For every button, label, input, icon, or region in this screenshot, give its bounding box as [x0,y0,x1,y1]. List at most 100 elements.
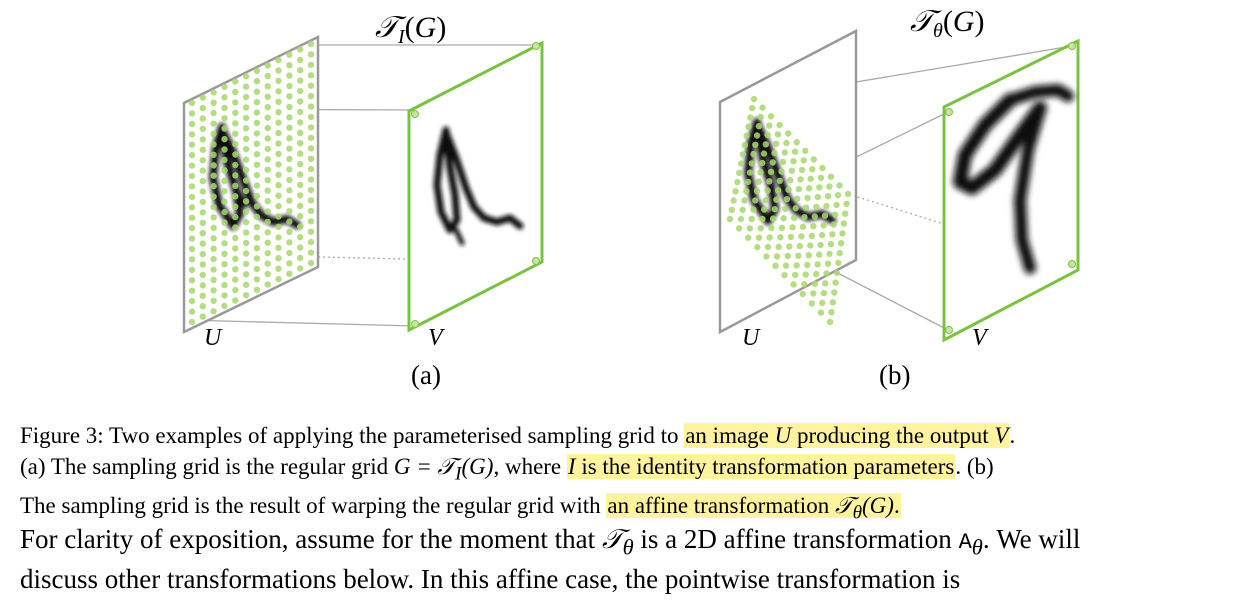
grid-point [811,280,818,287]
grid-point [275,88,282,95]
grid-point [264,93,271,100]
grid-point [782,205,789,212]
grid-point [210,109,217,117]
grid-point [297,202,304,209]
grid-point [307,51,315,58]
grid-point [730,197,737,204]
grid-point [798,233,805,240]
grid-point [734,178,741,186]
grid-point [232,213,239,221]
grid-point [286,249,293,257]
grid-point [188,183,196,190]
grid-point [188,120,196,128]
panel-b-output-label: V [972,325,989,351]
grid-point [750,95,758,103]
grid-point [253,244,261,252]
grid-point [297,56,304,63]
grid-point [286,187,293,194]
grid-point [221,188,228,195]
sampling-grid-warped [726,95,852,326]
grid-point [755,178,762,185]
grid-point [242,239,250,247]
grid-point [297,192,304,199]
grid-point [823,202,830,210]
grid-point [818,231,826,239]
grid-point [242,156,250,163]
grid-point [232,255,239,262]
grid-point [242,146,250,153]
grid-point [836,249,843,257]
grid-point [264,187,271,194]
grid-point [275,202,282,210]
grid-point [221,240,228,247]
grid-point [264,145,271,153]
grid-point [794,195,801,202]
grid-point [823,270,830,277]
grid-point [783,139,790,147]
grid-point [275,98,282,106]
grid-point [767,113,775,120]
grid-point [210,162,217,169]
grid-point [793,262,800,269]
grid-point [275,109,282,116]
figure-3-diagram: 𝒯I(G) U V 𝒯θ(G) U V (a) (b) [182,5,1080,390]
grid-point [297,181,304,189]
grid-point [188,172,196,180]
grid-point [307,72,315,79]
body-line-1: For clarity of exposition, assume for th… [20,524,1081,560]
grid-point [275,265,282,272]
grid-point [297,265,304,272]
grid-point [832,279,839,286]
grid-point [199,167,206,174]
grid-point [232,161,239,169]
grid-point [766,122,773,129]
grid-point [728,206,735,213]
grid-point [232,276,239,283]
grid-point [221,198,228,205]
grid-point [747,114,754,121]
grid-point [307,145,315,152]
grid-point [232,99,239,106]
grid-point [264,124,271,132]
grid-point [826,250,833,258]
grid-point [210,89,217,96]
grid-point [232,182,239,189]
grid-point [199,94,206,101]
grid-point [804,261,811,269]
grid-point [764,187,771,194]
grid-point [253,171,261,179]
grid-point [286,228,293,236]
panel-a-output-label: V [428,325,445,351]
grid-point [790,158,797,165]
grid-point [297,129,304,136]
grid-point [776,121,783,129]
grid-point [188,266,196,274]
grid-point [242,260,250,268]
grid-point [188,297,196,305]
body-paragraph: For clarity of exposition, assume for th… [20,523,1235,596]
grid-point [275,244,282,251]
grid-point [275,171,282,178]
grid-point [264,72,271,80]
grid-point [242,292,250,299]
caption-line-3: The sampling grid is the result of warpi… [20,492,901,524]
grid-point [221,83,228,91]
grid-point [275,192,282,199]
grid-point [221,104,228,112]
grid-point [221,115,228,122]
grid-point [232,88,239,96]
grid-point [264,229,271,236]
grid-point [829,231,836,238]
grid-point [253,276,261,283]
grid-point [232,245,239,252]
grid-point [735,225,743,232]
grid-point [798,166,806,174]
grid-point [307,61,315,69]
grid-point [286,61,293,69]
grid-point [759,159,766,167]
grid-point [242,198,250,205]
grid-point [199,271,206,279]
grid-point [785,186,792,193]
grid-point [232,203,239,210]
grid-point [275,150,282,158]
